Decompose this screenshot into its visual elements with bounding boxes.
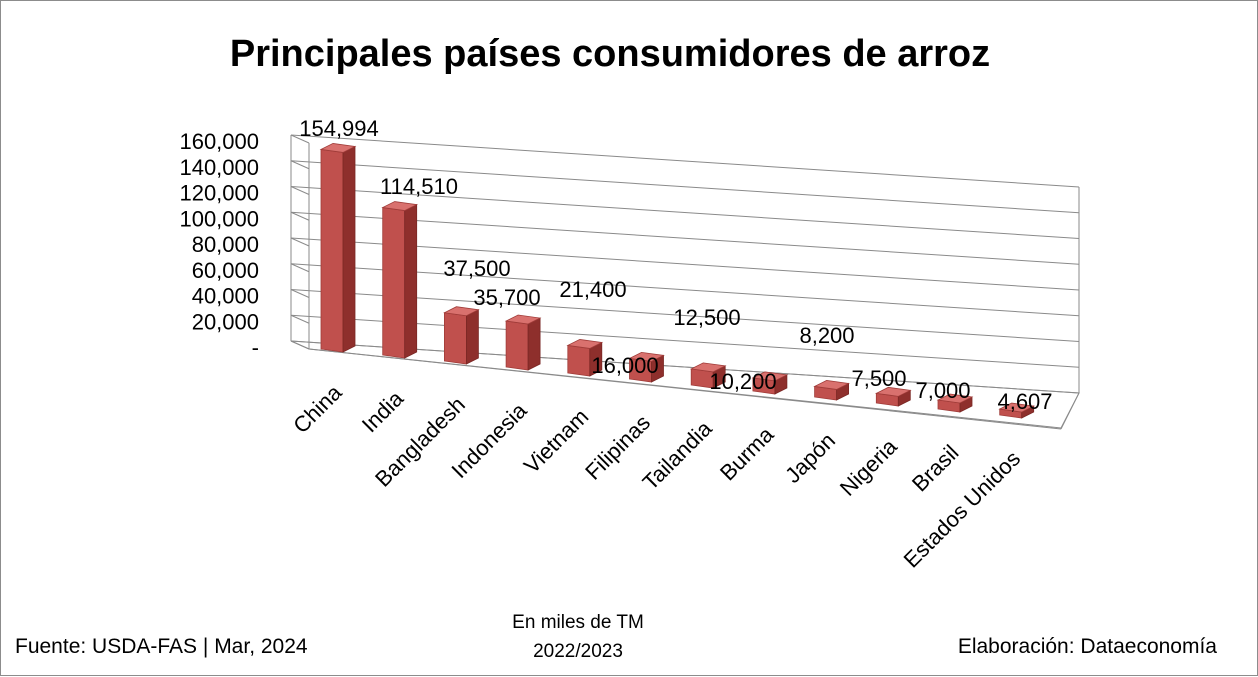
category-labels: China IndiaBangladeshIndonesiaVietnamFili… (288, 379, 1025, 572)
data-label: 12,500 (673, 305, 740, 330)
side-gridline (290, 289, 310, 298)
y-tick-label: 60,000 (192, 258, 259, 283)
gridline (290, 211, 1080, 265)
side-gridline (290, 314, 310, 324)
side-gridline (290, 211, 310, 221)
bar (566, 339, 604, 377)
period-label: 2022/2023 (533, 641, 623, 662)
gridline (290, 134, 1080, 188)
y-tick-label: 140,000 (179, 155, 259, 180)
data-label: 114,510 (380, 174, 458, 199)
side-gridline (290, 263, 310, 273)
bar-top (751, 371, 789, 382)
bar-top (813, 380, 850, 390)
category-label: Estados Unidos (899, 446, 1026, 573)
data-label: 8,200 (799, 323, 854, 348)
bar-front (567, 344, 591, 377)
data-label: 21,400 (559, 277, 626, 302)
bar (381, 201, 419, 359)
bar-top (936, 393, 974, 404)
chart-title: Principales países consumidores de arroz (229, 33, 991, 75)
y-tick-label: 80,000 (192, 232, 259, 257)
bar-top (319, 143, 357, 153)
gridlines (290, 134, 1080, 394)
bar-top (381, 201, 419, 211)
bar-top (443, 306, 480, 317)
bar (628, 351, 665, 383)
data-label: 35,700 (473, 285, 540, 310)
bar-top (998, 402, 1036, 413)
y-tick-label: 160,000 (179, 129, 259, 154)
bar-front (320, 148, 344, 353)
bar (874, 386, 912, 407)
bar (998, 402, 1036, 419)
y-tick-label: - (252, 335, 259, 360)
data-label: 7,000 (915, 378, 970, 403)
category-label: Nigeria (835, 433, 903, 501)
data-label: 154,994 (299, 116, 379, 141)
bar (504, 314, 542, 371)
bar-front (382, 207, 406, 359)
category-label: Japón (780, 428, 840, 488)
side-gridline (290, 186, 310, 195)
bar-top (628, 351, 665, 362)
bar-side (465, 309, 479, 365)
axis-horizontal (308, 348, 1062, 430)
gridline (290, 237, 1080, 291)
y-ticks: -20,00040,00060,00080,000100,000120,0001… (179, 129, 259, 360)
bar-front (443, 312, 467, 365)
bar-top (874, 386, 912, 397)
bar (319, 143, 357, 353)
data-labels: 154,994 114,510 37,500 35,700 21,400 16,000 12… (299, 116, 1052, 414)
category-label: Brasil (907, 440, 964, 497)
bar-top (504, 314, 542, 325)
bar (813, 380, 850, 401)
side-gridline (290, 134, 310, 144)
bars (319, 143, 1036, 419)
floor-right-edge (1060, 392, 1080, 430)
side-gridline (290, 237, 310, 247)
category-label: Burma (715, 421, 779, 485)
data-label: 7,500 (851, 366, 906, 391)
gridline (290, 314, 1080, 368)
category-label: China (288, 379, 347, 438)
y-tick-label: 120,000 (179, 181, 259, 206)
data-label: 4,607 (997, 389, 1052, 414)
source-note: Fuente: USDA-FAS | Mar, 2024 (15, 635, 308, 658)
side-gridline (290, 160, 310, 170)
bar (751, 371, 789, 395)
bar (936, 393, 974, 413)
bar-side (527, 317, 541, 371)
gridline (290, 186, 1080, 239)
category-label: India (357, 385, 409, 437)
y-tick-label: 40,000 (192, 284, 259, 309)
data-label: 10,200 (709, 369, 776, 394)
bar-side (342, 145, 356, 353)
units-note: En miles de TM (512, 612, 644, 633)
bar-top (566, 339, 604, 349)
gridline (290, 263, 1080, 317)
y-tick-label: 20,000 (192, 309, 259, 334)
bar-side (404, 203, 418, 359)
credit-note: Elaboración: Dataeconomía (957, 635, 1217, 658)
data-label: 37,500 (443, 256, 510, 281)
gridline (290, 160, 1080, 214)
data-label: 16,000 (591, 353, 658, 378)
bar-top (689, 362, 727, 373)
bar (689, 362, 727, 389)
gridline (290, 289, 1080, 342)
y-tick-label: 100,000 (179, 206, 259, 231)
bar-front (505, 320, 529, 371)
bar (443, 306, 480, 365)
